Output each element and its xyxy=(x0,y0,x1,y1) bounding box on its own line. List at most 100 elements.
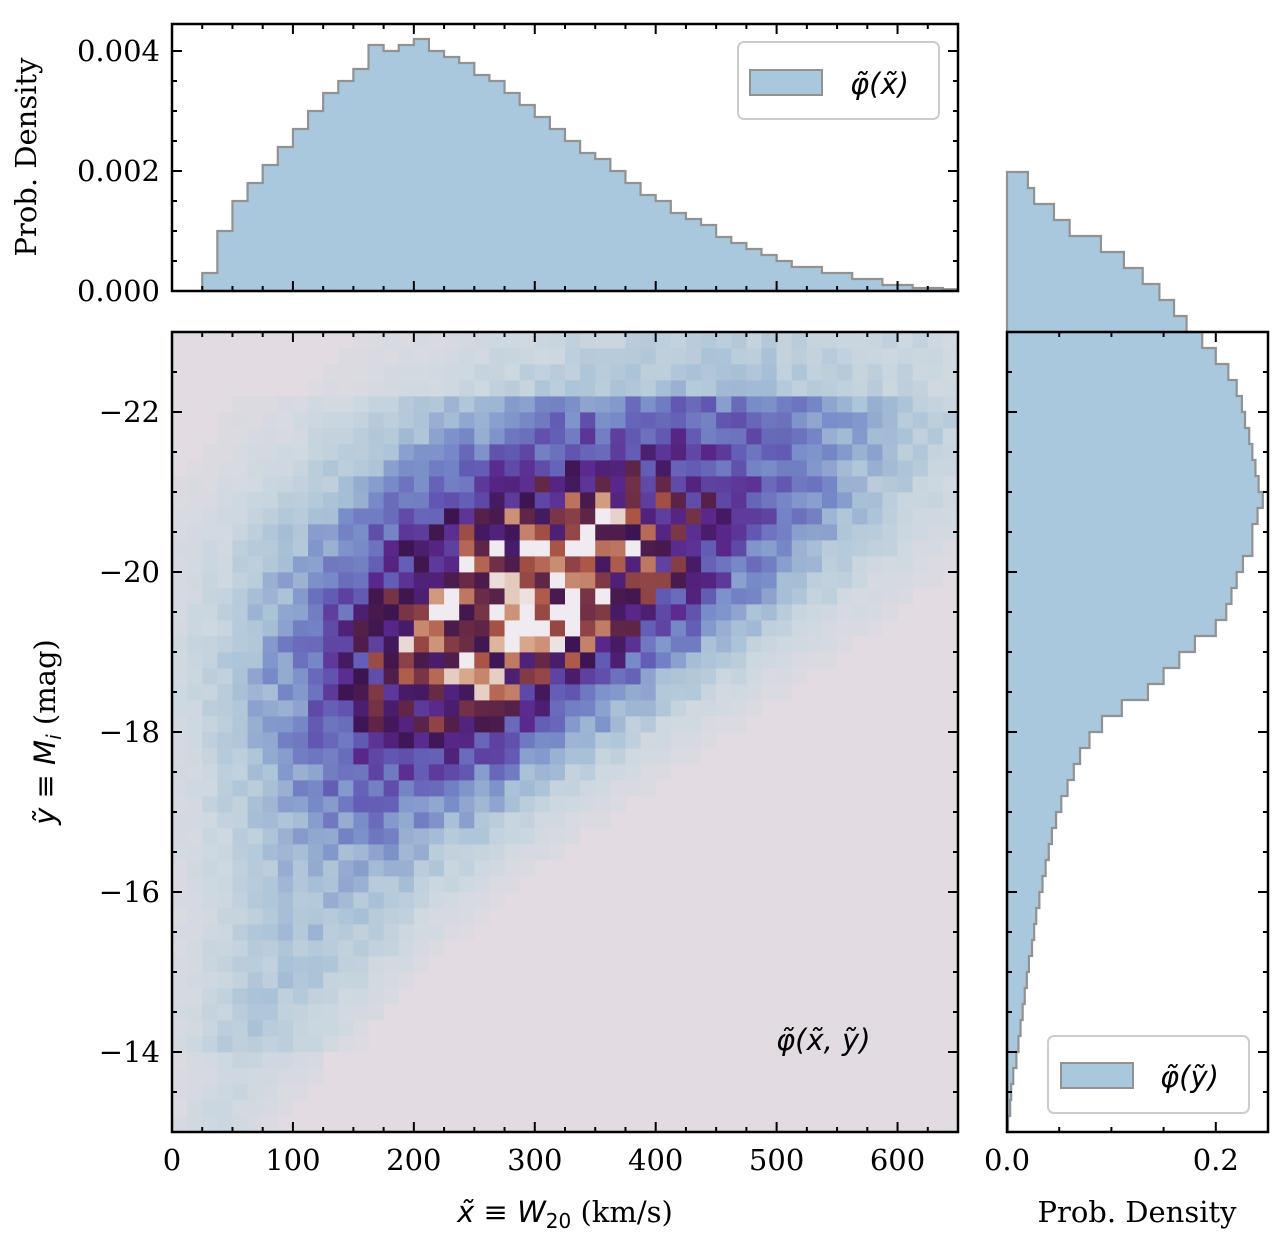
heatmap-cell xyxy=(247,444,264,461)
heatmap-cell xyxy=(247,1020,264,1037)
heatmap-cell xyxy=(398,684,415,701)
heatmap-cell xyxy=(383,956,400,973)
heatmap-cell xyxy=(368,524,385,541)
heatmap-cell xyxy=(685,444,702,461)
heatmap-cell xyxy=(806,556,823,573)
heatmap-cell xyxy=(504,764,521,781)
heatmap-cell xyxy=(731,444,747,461)
heatmap-cell xyxy=(791,380,808,397)
heatmap-cell xyxy=(202,988,218,1005)
heatmap-cell xyxy=(791,604,808,621)
heatmap-cell xyxy=(413,572,430,589)
heatmap-cell xyxy=(292,796,309,813)
heatmap-cell xyxy=(625,396,641,413)
heatmap-cell xyxy=(323,876,339,893)
heatmap-cell xyxy=(413,364,430,381)
heatmap-cell xyxy=(353,716,369,733)
heatmap-cell xyxy=(942,364,959,381)
heatmap-cell xyxy=(262,876,279,893)
heatmap-cell xyxy=(383,668,400,685)
heatmap-cell xyxy=(353,444,369,461)
heatmap-cell xyxy=(474,828,490,845)
heatmap-cell xyxy=(731,348,747,365)
heatmap-cell xyxy=(565,380,581,397)
heatmap-cell xyxy=(746,460,762,477)
heatmap-cell xyxy=(549,524,566,541)
heatmap-cell xyxy=(640,572,657,589)
heatmap-cell xyxy=(277,444,294,461)
heatmap-cell xyxy=(172,556,188,573)
heatmap-cell xyxy=(398,588,415,605)
heatmap-cell xyxy=(504,508,521,525)
heatmap-cell xyxy=(459,620,475,637)
heatmap-cell xyxy=(187,1020,203,1037)
heatmap-cell xyxy=(308,428,324,445)
tick-label: 300 xyxy=(507,1143,562,1177)
heatmap-cell xyxy=(202,492,218,509)
heatmap-cell xyxy=(791,572,808,589)
heatmap-cell xyxy=(398,972,415,989)
heatmap-cell xyxy=(867,620,883,637)
heatmap-cell xyxy=(685,332,702,349)
tick-label: 0.002 xyxy=(77,154,160,188)
heatmap-cell xyxy=(474,396,490,413)
heatmap-cell xyxy=(277,1068,294,1085)
heatmap-cell xyxy=(595,524,611,541)
heatmap-cell xyxy=(383,508,400,525)
heatmap-cell xyxy=(534,460,551,477)
heatmap-cell xyxy=(413,684,430,701)
heatmap-cell xyxy=(338,764,354,781)
heatmap-cell xyxy=(413,508,430,525)
heatmap-cell xyxy=(474,780,490,797)
heatmap-cell xyxy=(338,652,354,669)
heatmap-cell xyxy=(459,748,475,765)
heatmap-cell xyxy=(489,844,505,861)
heatmap-cell xyxy=(534,732,551,749)
heatmap-cell xyxy=(519,620,536,637)
heatmap-cell xyxy=(731,620,747,637)
heatmap-cell xyxy=(625,620,641,637)
heatmap-cell xyxy=(353,1036,369,1053)
heatmap-cell xyxy=(323,860,339,877)
heatmap-cell xyxy=(383,428,400,445)
heatmap-cell xyxy=(247,492,264,509)
heatmap-cell xyxy=(383,492,400,509)
heatmap-cell xyxy=(353,332,369,349)
heatmap-cell xyxy=(217,492,233,509)
heatmap-cell xyxy=(353,524,369,541)
heatmap-cell xyxy=(580,364,596,381)
heatmap-cell xyxy=(595,540,611,557)
heatmap-cell xyxy=(746,492,762,509)
heatmap-cell xyxy=(262,492,279,509)
heatmap-cell xyxy=(262,444,279,461)
heatmap-cell xyxy=(383,444,400,461)
heatmap-cell xyxy=(368,828,385,845)
heatmap-cell xyxy=(655,492,672,509)
heatmap-cell xyxy=(655,620,672,637)
heatmap-cell xyxy=(202,716,218,733)
heatmap-cell xyxy=(549,444,566,461)
heatmap-cell xyxy=(731,476,747,493)
heatmap-cell xyxy=(247,588,264,605)
heatmap-cell xyxy=(459,636,475,653)
heatmap-cell xyxy=(625,668,641,685)
heatmap-cell xyxy=(398,716,415,733)
heatmap-cell xyxy=(852,540,868,557)
heatmap-cell xyxy=(867,604,883,621)
heatmap-cell xyxy=(383,332,400,349)
heatmap-cell xyxy=(353,940,369,957)
heatmap-cell xyxy=(897,508,914,525)
heatmap-cell xyxy=(791,588,808,605)
heatmap-cell xyxy=(746,348,762,365)
heatmap-cell xyxy=(776,460,793,477)
heatmap-cell xyxy=(277,892,294,909)
heatmap-cell xyxy=(837,444,853,461)
heatmap-cell xyxy=(761,620,778,637)
heatmap-cell xyxy=(776,636,793,653)
heatmap-cell xyxy=(519,844,536,861)
heatmap-cell xyxy=(323,1004,339,1021)
heatmap-cell xyxy=(685,348,702,365)
heatmap-cell xyxy=(217,1052,233,1069)
heatmap-cell xyxy=(670,412,687,429)
heatmap-cell xyxy=(534,700,551,717)
